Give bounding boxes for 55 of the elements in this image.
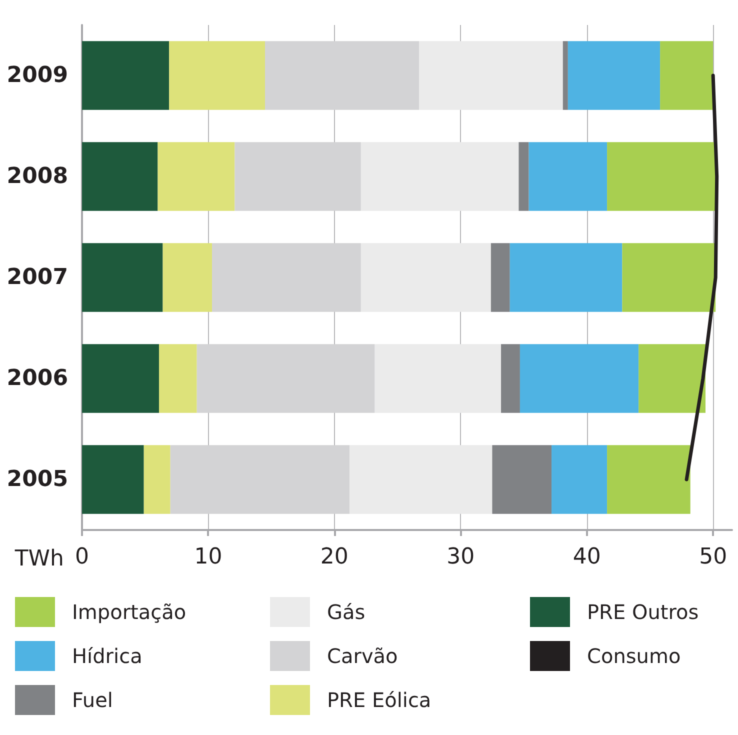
bar [234,142,361,211]
bar [490,243,510,312]
bar [607,445,690,514]
bar [562,41,568,110]
y-tick-label: 2005 [6,467,68,492]
y-tick-label: 2008 [6,164,68,189]
y-tick-label: 2007 [6,265,68,290]
bar [82,142,158,211]
bar [169,41,266,110]
y-tick-label: 2006 [6,366,68,391]
legend-label: Carvão [327,644,398,668]
bar [374,344,502,413]
bar [82,243,163,312]
bar [360,142,519,211]
bar [350,445,492,514]
bar [162,243,212,312]
legend-label: PRE Outros [587,600,699,624]
x-tick-label: 20 [320,544,348,570]
bar [510,243,622,312]
bar [622,243,716,312]
bar [520,344,639,413]
bar [360,243,491,312]
bar [528,142,608,211]
bar [170,445,350,514]
bar [82,41,170,110]
x-axis-title: TWh [14,546,64,572]
bar [158,344,197,413]
legend-label: Hídrica [72,644,142,668]
bar [607,142,716,211]
bar [638,344,706,413]
bar [212,243,361,312]
bar [265,41,419,110]
bar [501,344,520,413]
bar [518,142,529,211]
bar [660,41,714,110]
bar [82,344,159,413]
bar [196,344,375,413]
bar [552,445,608,514]
legend-label: Importação [72,600,186,624]
legend-label: PRE Eólica [327,688,432,712]
bar [82,445,144,514]
x-tick-label: 40 [572,544,601,570]
y-tick-label: 2009 [6,63,68,88]
bar [492,445,552,514]
bar [158,142,235,211]
bar [418,41,563,110]
legend-label: Fuel [72,688,113,712]
bar [568,41,660,110]
x-tick-label: 0 [75,544,89,570]
legend-label: Gás [327,600,366,624]
x-tick-label: 30 [446,544,475,570]
x-tick-label: 10 [194,544,222,570]
bar [144,445,170,514]
legend-label: Consumo [587,644,681,668]
x-tick-label: 50 [699,544,728,570]
